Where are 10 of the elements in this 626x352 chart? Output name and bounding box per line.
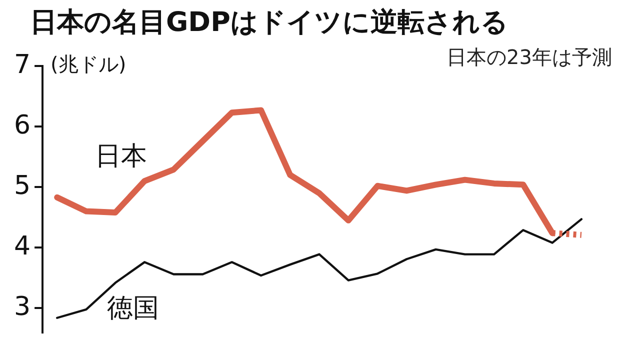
y-tick-label: 5 (14, 170, 31, 201)
y-axis-title: (兆ドル) (50, 52, 126, 76)
series-label: 日本 (95, 141, 148, 172)
y-tick-label: 3 (14, 292, 31, 322)
y-tick-label: 6 (14, 110, 31, 140)
y-tick-label: 4 (14, 231, 31, 262)
chart-title: 日本の名目GDPはドイツに逆転される (30, 6, 508, 40)
series-label: 徳国 (106, 294, 159, 324)
chart-subtitle: 日本の23年は予測 (446, 44, 612, 71)
y-tick-label: 7 (14, 50, 31, 80)
